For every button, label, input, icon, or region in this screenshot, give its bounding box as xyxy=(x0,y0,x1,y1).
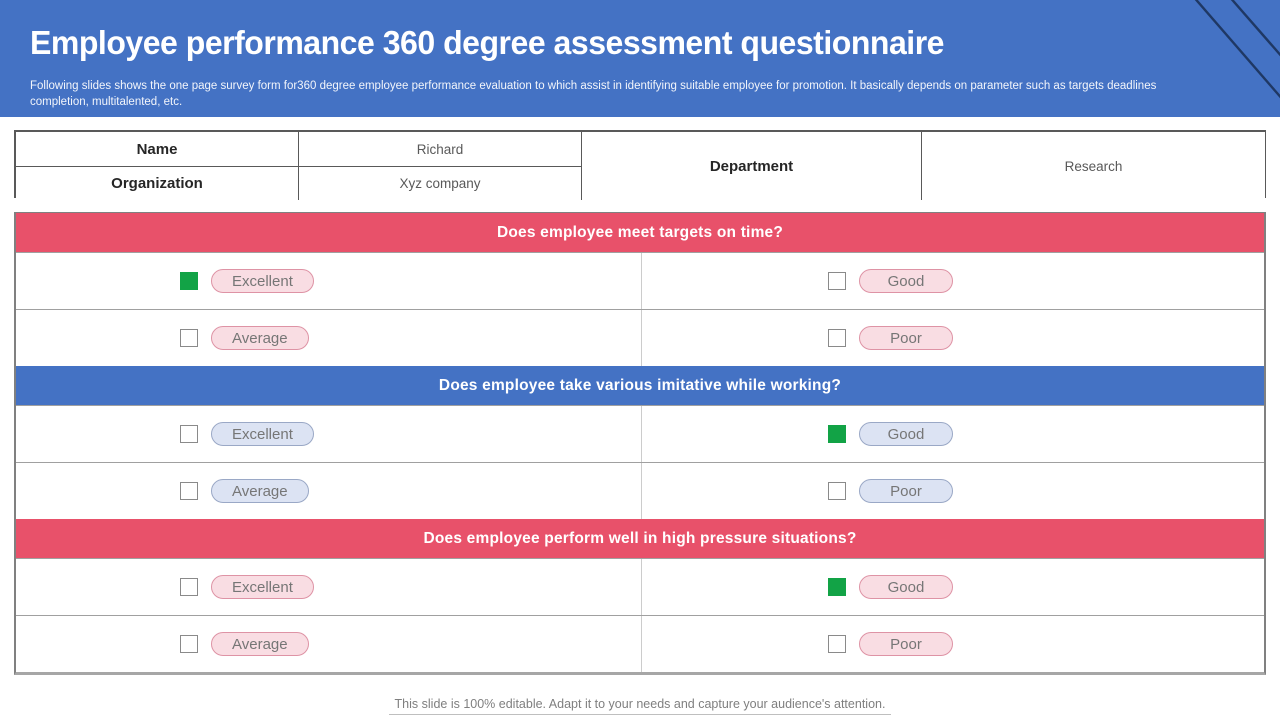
option-pill-excellent[interactable]: Excellent xyxy=(211,269,314,293)
checkbox-good[interactable] xyxy=(828,578,846,596)
option-poor: Poor xyxy=(642,310,1268,366)
checkbox-average[interactable] xyxy=(180,482,198,500)
diagonal-lines-decoration xyxy=(1194,0,1280,99)
option-pill-poor[interactable]: Poor xyxy=(859,632,953,656)
footer-note: This slide is 100% editable. Adapt it to… xyxy=(388,697,892,715)
department-value: Research xyxy=(1064,158,1123,174)
question-2-row-1: Excellent Good xyxy=(16,405,1264,462)
option-good: Good xyxy=(642,406,1268,462)
option-average: Average xyxy=(16,616,642,672)
question-2-row-2: Average Poor xyxy=(16,462,1264,519)
page-title: Employee performance 360 degree assessme… xyxy=(30,24,944,61)
question-section-1: Does employee meet targets on time? Exce… xyxy=(16,213,1264,366)
question-1-header: Does employee meet targets on time? xyxy=(16,213,1264,252)
employee-info-table: Name Richard Department Research Organiz… xyxy=(14,130,1266,200)
question-section-2: Does employee take various imitative whi… xyxy=(16,366,1264,519)
department-label-cell: Department xyxy=(582,132,922,200)
option-pill-average[interactable]: Average xyxy=(211,479,309,503)
option-poor: Poor xyxy=(642,616,1268,672)
checkbox-poor[interactable] xyxy=(828,482,846,500)
option-pill-good[interactable]: Good xyxy=(859,575,953,599)
question-1-row-2: Average Poor xyxy=(16,309,1264,366)
organization-label-cell: Organization xyxy=(16,167,299,200)
checkbox-average[interactable] xyxy=(180,635,198,653)
name-label: Name xyxy=(136,140,178,158)
checkbox-average[interactable] xyxy=(180,329,198,347)
department-value-cell[interactable]: Research xyxy=(922,132,1265,200)
organization-value-cell[interactable]: Xyz company xyxy=(299,167,582,200)
option-excellent: Excellent xyxy=(16,406,642,462)
option-poor: Poor xyxy=(642,463,1268,519)
page-subtitle: Following slides shows the one page surv… xyxy=(30,80,1157,108)
option-pill-poor[interactable]: Poor xyxy=(859,326,953,350)
option-pill-good[interactable]: Good xyxy=(859,269,953,293)
checkbox-poor[interactable] xyxy=(828,329,846,347)
option-pill-average[interactable]: Average xyxy=(211,632,309,656)
checkbox-good[interactable] xyxy=(828,425,846,443)
option-good: Good xyxy=(642,559,1268,615)
organization-label: Organization xyxy=(111,175,203,192)
checkbox-poor[interactable] xyxy=(828,635,846,653)
option-pill-excellent[interactable]: Excellent xyxy=(211,422,314,446)
questionnaire-table: Does employee meet targets on time? Exce… xyxy=(14,212,1266,675)
option-pill-poor[interactable]: Poor xyxy=(859,479,953,503)
question-2-header: Does employee take various imitative whi… xyxy=(16,366,1264,405)
question-3-row-1: Excellent Good xyxy=(16,558,1264,615)
checkbox-good[interactable] xyxy=(828,272,846,290)
option-average: Average xyxy=(16,463,642,519)
name-value-cell[interactable]: Richard xyxy=(299,132,582,167)
name-label-cell: Name xyxy=(16,132,299,167)
question-3-row-2: Average Poor xyxy=(16,615,1264,672)
question-1-row-1: Excellent Good xyxy=(16,252,1264,309)
checkbox-excellent[interactable] xyxy=(180,272,198,290)
slide-footer: This slide is 100% editable. Adapt it to… xyxy=(0,695,1280,715)
organization-value: Xyz company xyxy=(399,176,481,191)
question-3-header: Does employee perform well in high press… xyxy=(16,519,1264,558)
option-excellent: Excellent xyxy=(16,559,642,615)
department-label: Department xyxy=(709,157,794,175)
question-section-3: Does employee perform well in high press… xyxy=(16,519,1264,672)
option-pill-average[interactable]: Average xyxy=(211,326,309,350)
option-pill-good[interactable]: Good xyxy=(859,422,953,446)
option-pill-excellent[interactable]: Excellent xyxy=(211,575,314,599)
checkbox-excellent[interactable] xyxy=(180,425,198,443)
option-good: Good xyxy=(642,253,1268,309)
option-average: Average xyxy=(16,310,642,366)
checkbox-excellent[interactable] xyxy=(180,578,198,596)
option-excellent: Excellent xyxy=(16,253,642,309)
name-value: Richard xyxy=(416,141,464,157)
slide-header: Employee performance 360 degree assessme… xyxy=(0,0,1280,117)
